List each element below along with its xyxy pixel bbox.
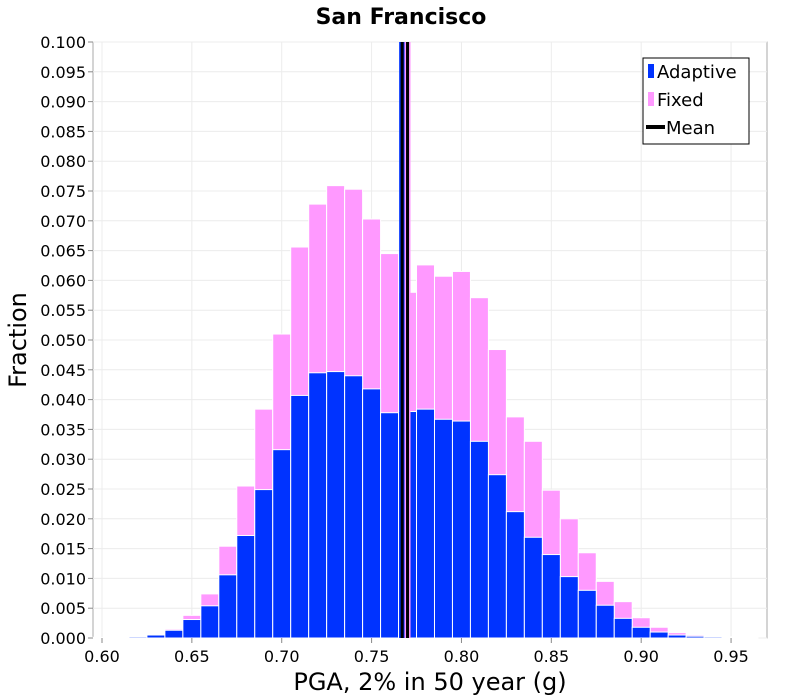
y-axis-label: Fraction bbox=[4, 292, 32, 388]
y-tick-label: 0.070 bbox=[40, 212, 86, 231]
adaptive-bar bbox=[164, 629, 184, 639]
adaptive-bar bbox=[380, 412, 400, 639]
adaptive-bar bbox=[613, 617, 633, 639]
y-tick-label: 0.055 bbox=[40, 301, 86, 320]
x-tick-label: 0.70 bbox=[264, 647, 300, 666]
legend-label-mean: Mean bbox=[666, 118, 715, 139]
adaptive-bar bbox=[433, 418, 453, 639]
adaptive-bar bbox=[595, 604, 615, 639]
y-tick-label: 0.040 bbox=[40, 391, 86, 410]
x-tick-label: 0.90 bbox=[623, 647, 659, 666]
y-tick-label: 0.035 bbox=[40, 420, 86, 439]
adaptive-bar bbox=[182, 619, 202, 639]
adaptive-bar bbox=[559, 576, 579, 639]
y-tick-label: 0.020 bbox=[40, 510, 86, 529]
y-tick-label: 0.060 bbox=[40, 271, 86, 290]
adaptive-bar bbox=[505, 511, 525, 639]
y-axis-ticks: 0.000 0.005 0.010 0.015 0.020 0.025 0.030 0.035… bbox=[40, 33, 93, 648]
x-axis-ticks: 0.60 0.65 0.70 0.75 0.80 0.85 0.90 0.95 bbox=[84, 638, 749, 666]
y-tick-label: 0.045 bbox=[40, 361, 86, 380]
legend: Adaptive Fixed Mean bbox=[642, 57, 750, 145]
y-tick-label: 0.025 bbox=[40, 480, 86, 499]
y-tick-label: 0.080 bbox=[40, 152, 86, 171]
adaptive-bar bbox=[416, 408, 435, 639]
y-tick-label: 0.090 bbox=[40, 93, 86, 112]
adaptive-bars bbox=[92, 371, 759, 639]
adaptive-bar bbox=[685, 635, 705, 639]
y-tick-label: 0.075 bbox=[40, 182, 86, 201]
adaptive-bar bbox=[721, 636, 741, 639]
y-tick-label: 0.065 bbox=[40, 242, 86, 261]
adaptive-bar bbox=[739, 636, 759, 639]
y-tick-label: 0.100 bbox=[40, 33, 86, 52]
mean-lines bbox=[399, 42, 411, 638]
x-tick-label: 0.75 bbox=[354, 647, 390, 666]
adaptive-bar bbox=[523, 536, 543, 639]
adaptive-bar bbox=[487, 474, 507, 639]
adaptive-bar bbox=[236, 534, 256, 639]
x-tick-label: 0.85 bbox=[534, 647, 570, 666]
chart-title: San Francisco bbox=[316, 5, 487, 30]
y-tick-label: 0.030 bbox=[40, 450, 86, 469]
y-tick-label: 0.095 bbox=[40, 63, 86, 82]
adaptive-bar bbox=[631, 626, 651, 639]
adaptive-bar bbox=[290, 394, 310, 639]
y-tick-label: 0.000 bbox=[40, 629, 86, 648]
adaptive-bar bbox=[451, 420, 471, 639]
y-tick-label: 0.010 bbox=[40, 569, 86, 588]
x-tick-label: 0.95 bbox=[713, 647, 749, 666]
y-tick-label: 0.015 bbox=[40, 540, 86, 559]
legend-swatch-fixed bbox=[648, 92, 654, 106]
adaptive-bar bbox=[272, 449, 292, 639]
y-tick-label: 0.085 bbox=[40, 122, 86, 141]
adaptive-bar bbox=[308, 372, 328, 639]
legend-swatch-adaptive bbox=[648, 64, 654, 78]
adaptive-bar bbox=[110, 636, 130, 639]
adaptive-bar bbox=[146, 634, 166, 639]
x-tick-label: 0.65 bbox=[174, 647, 210, 666]
adaptive-bar bbox=[200, 605, 220, 639]
y-tick-label: 0.050 bbox=[40, 331, 86, 350]
legend-label-adaptive: Adaptive bbox=[657, 62, 737, 83]
y-tick-label: 0.005 bbox=[40, 599, 86, 618]
adaptive-bar bbox=[254, 489, 274, 639]
x-axis-label: PGA, 2% in 50 year (g) bbox=[293, 668, 566, 696]
adaptive-bar bbox=[649, 631, 669, 639]
x-tick-label: 0.80 bbox=[444, 647, 480, 666]
adaptive-bar bbox=[218, 574, 238, 639]
adaptive-bar bbox=[541, 554, 561, 639]
legend-label-fixed: Fixed bbox=[657, 90, 704, 111]
x-tick-label: 0.60 bbox=[84, 647, 120, 666]
adaptive-bar bbox=[92, 636, 112, 639]
adaptive-bar bbox=[667, 634, 687, 639]
adaptive-bar bbox=[344, 375, 364, 639]
adaptive-bar bbox=[362, 388, 382, 639]
adaptive-bar bbox=[577, 589, 597, 639]
adaptive-bar bbox=[326, 371, 346, 639]
legend-box bbox=[642, 57, 750, 145]
adaptive-bar bbox=[703, 636, 723, 639]
adaptive-bar bbox=[469, 440, 489, 639]
adaptive-bar bbox=[128, 636, 148, 639]
